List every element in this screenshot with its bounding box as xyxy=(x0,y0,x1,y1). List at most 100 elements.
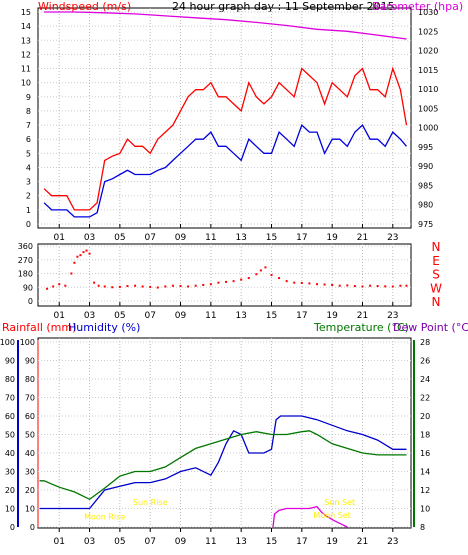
y-tick-label-rain: 50 xyxy=(25,431,35,440)
y-tick-label-left: 8 xyxy=(26,107,31,116)
x-tick-label: 19 xyxy=(326,537,338,547)
direction-point xyxy=(247,277,250,280)
y-tick-label-temperature: 12 xyxy=(420,486,430,495)
y-tick-label-humidity: 40 xyxy=(5,449,15,458)
x-tick-label: 21 xyxy=(357,537,368,547)
direction-point xyxy=(361,285,364,288)
direction-point xyxy=(331,283,334,286)
direction-point xyxy=(118,285,121,288)
direction-point xyxy=(58,283,61,286)
direction-point xyxy=(369,284,372,287)
y-tick-label-rain: 90 xyxy=(25,357,35,366)
direction-point xyxy=(52,285,55,288)
direction-point xyxy=(64,284,67,287)
y-tick-label-left: 15 xyxy=(21,8,31,17)
direction-point xyxy=(73,261,76,264)
y-tick-label-humidity: 0 xyxy=(10,523,15,532)
dewpoint-axis-title: Dew Point (°C) xyxy=(393,321,468,334)
y-tick-label: 180 xyxy=(18,270,33,279)
x-tick-label: 11 xyxy=(205,233,216,243)
x-tick-label: 13 xyxy=(235,233,246,243)
x-tick-label: 23 xyxy=(387,233,398,243)
x-tick-label: 15 xyxy=(266,311,277,321)
y-tick-label-temperature: 22 xyxy=(420,394,430,403)
y-tick-label: 270 xyxy=(18,256,33,265)
direction-point xyxy=(259,269,262,272)
x-tick-label: 23 xyxy=(387,311,398,321)
y-tick-label-left: 5 xyxy=(26,149,31,158)
compass-label: E xyxy=(432,254,440,268)
direction-point xyxy=(103,285,106,288)
y-tick-label-left: 14 xyxy=(21,22,31,31)
x-tick-label: 07 xyxy=(144,537,155,547)
direction-point xyxy=(405,284,408,287)
y-tick-label-left: 7 xyxy=(26,121,31,130)
x-tick-label: 15 xyxy=(266,233,277,243)
direction-point xyxy=(179,285,182,288)
event-annotation: Sun Set xyxy=(324,498,355,507)
y-tick-label-humidity: 60 xyxy=(5,412,15,421)
compass-label: N xyxy=(432,295,441,309)
direction-point xyxy=(391,285,394,288)
y-tick-label-humidity: 20 xyxy=(5,486,15,495)
direction-point xyxy=(164,285,167,288)
y-tick-label-left: 10 xyxy=(21,79,31,88)
y-tick-label-temperature: 14 xyxy=(420,468,430,477)
y-tick-label-humidity: 100 xyxy=(0,338,15,347)
direction-point xyxy=(126,285,129,288)
y-tick-label-right: 985 xyxy=(418,181,433,190)
direction-point xyxy=(308,282,311,285)
x-tick-label: 07 xyxy=(144,233,155,243)
x-tick-label: 11 xyxy=(205,311,216,321)
y-tick-label-left: 0 xyxy=(26,220,31,229)
direction-point xyxy=(323,283,326,286)
y-tick-label-temperature: 18 xyxy=(420,431,430,440)
direction-point xyxy=(202,283,205,286)
y-tick-label-left: 9 xyxy=(26,93,31,102)
direction-point xyxy=(293,281,296,284)
y-tick-label-temperature: 10 xyxy=(420,505,430,514)
compass-label: S xyxy=(432,268,440,282)
y-tick-label-humidity: 10 xyxy=(5,505,15,514)
y-tick-label-temperature: 16 xyxy=(420,449,430,458)
series-line-temperature xyxy=(39,430,407,501)
direction-point xyxy=(225,280,228,283)
y-tick-label-right: 980 xyxy=(418,201,433,210)
direction-point xyxy=(149,285,152,288)
x-tick-label: 03 xyxy=(84,537,95,547)
y-tick-label-rain: 30 xyxy=(25,468,35,477)
direction-point xyxy=(278,277,281,280)
x-tick-label: 19 xyxy=(326,233,338,243)
direction-point xyxy=(70,272,73,275)
y-tick-label-right: 1010 xyxy=(418,85,438,94)
y-tick-label-humidity: 80 xyxy=(5,375,15,384)
event-annotation: Moon Set xyxy=(313,511,350,520)
direction-point xyxy=(209,283,212,286)
x-tick-label: 09 xyxy=(175,233,187,243)
x-tick-label: 03 xyxy=(84,311,95,321)
direction-point xyxy=(315,283,318,286)
y-tick-label-humidity: 70 xyxy=(5,394,15,403)
x-tick-label: 01 xyxy=(54,537,65,547)
y-tick-label: 90 xyxy=(23,283,33,292)
barometer-axis-title: Barometer (hpa) xyxy=(372,0,463,13)
y-tick-label-rain: 100 xyxy=(20,338,35,347)
direction-point xyxy=(384,285,387,288)
y-tick-label: 360 xyxy=(18,242,33,251)
y-tick-label-right: 990 xyxy=(418,162,433,171)
series-line-rain xyxy=(272,505,348,528)
event-annotation: Moon Rise xyxy=(84,513,125,522)
x-tick-label: 11 xyxy=(205,537,216,547)
x-tick-label: 01 xyxy=(54,311,65,321)
event-annotation: Sun Rise xyxy=(133,498,168,507)
temperature-axis-title: Temperature (°C) xyxy=(313,321,409,334)
y-tick-label-left: 2 xyxy=(26,192,31,201)
y-tick-label-left: 11 xyxy=(21,65,31,74)
series-line-baro xyxy=(44,11,407,40)
x-tick-label: 17 xyxy=(296,311,307,321)
x-tick-label: 05 xyxy=(114,233,125,243)
direction-point xyxy=(376,285,379,288)
series-line-avg xyxy=(43,123,407,218)
